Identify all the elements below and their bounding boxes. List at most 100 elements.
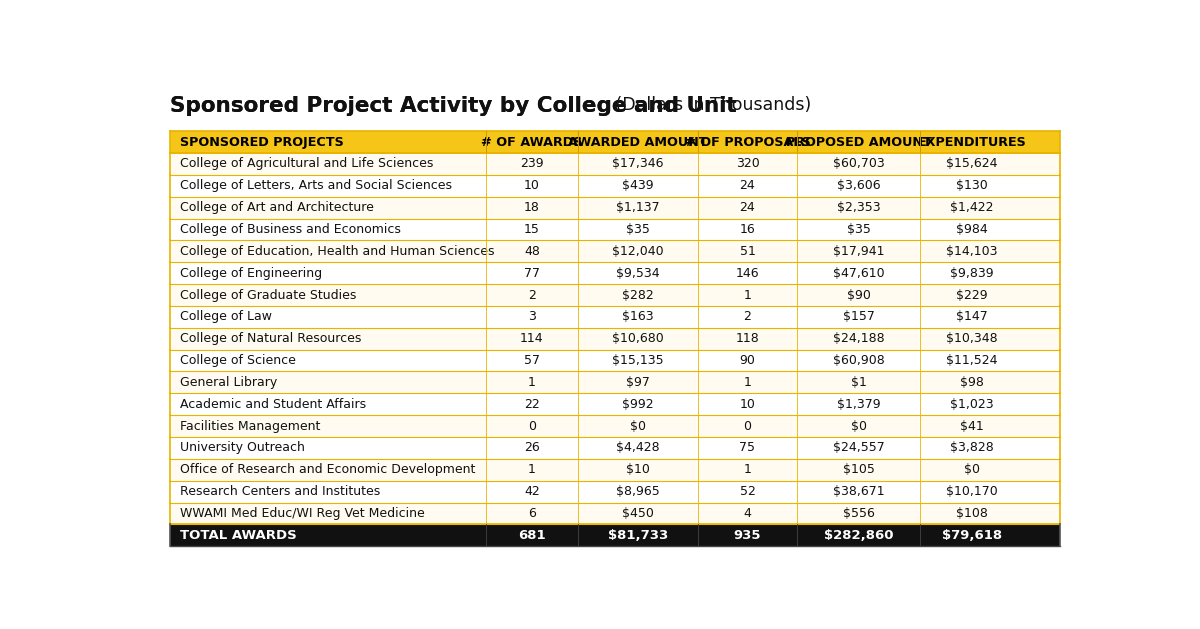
Text: Academic and Student Affairs: Academic and Student Affairs [180, 398, 366, 411]
Text: $97: $97 [625, 376, 649, 389]
Text: $17,346: $17,346 [612, 157, 664, 170]
Bar [170, 328, 1060, 350]
Text: $9,534: $9,534 [616, 267, 660, 280]
Text: 1: 1 [744, 376, 751, 389]
Text: $24,188: $24,188 [833, 332, 884, 345]
Text: $0: $0 [964, 464, 980, 476]
Text: College of Science: College of Science [180, 354, 295, 367]
Bar [170, 481, 1060, 503]
Text: # OF AWARDS: # OF AWARDS [481, 136, 582, 148]
Text: $1: $1 [851, 376, 866, 389]
Text: College of Letters, Arts and Social Sciences: College of Letters, Arts and Social Scie… [180, 179, 451, 192]
Text: 77: 77 [524, 267, 540, 280]
Text: 18: 18 [524, 201, 540, 214]
Text: 16: 16 [739, 223, 755, 236]
Text: WWAMI Med Educ/WI Reg Vet Medicine: WWAMI Med Educ/WI Reg Vet Medicine [180, 507, 425, 520]
Text: 42: 42 [524, 485, 540, 498]
Text: $1,379: $1,379 [836, 398, 881, 411]
Bar [170, 415, 1060, 437]
Text: College of Graduate Studies: College of Graduate Studies [180, 289, 356, 301]
Text: $10,170: $10,170 [946, 485, 998, 498]
Text: $60,703: $60,703 [833, 157, 884, 170]
Bar [170, 525, 1060, 546]
Text: 1: 1 [744, 289, 751, 301]
Text: Sponsored Project Activity by College and Unit: Sponsored Project Activity by College an… [170, 96, 737, 116]
Text: 935: 935 [733, 529, 761, 542]
Text: $35: $35 [847, 223, 870, 236]
Text: $8,965: $8,965 [616, 485, 660, 498]
Text: $10: $10 [625, 464, 649, 476]
Text: $439: $439 [622, 179, 654, 192]
Text: $60,908: $60,908 [833, 354, 884, 367]
Text: AWARDED AMOUNT: AWARDED AMOUNT [568, 136, 708, 148]
Text: 0: 0 [528, 420, 536, 433]
Text: 90: 90 [739, 354, 756, 367]
Text: 146: 146 [736, 267, 760, 280]
Text: $79,618: $79,618 [942, 529, 1002, 542]
Bar [170, 131, 1060, 153]
Text: 10: 10 [524, 179, 540, 192]
Text: $992: $992 [622, 398, 654, 411]
Text: Facilities Management: Facilities Management [180, 420, 320, 433]
Text: Research Centers and Institutes: Research Centers and Institutes [180, 485, 380, 498]
Text: $1,137: $1,137 [616, 201, 660, 214]
Text: $24,557: $24,557 [833, 442, 884, 454]
Bar [170, 153, 1060, 175]
Text: $81,733: $81,733 [607, 529, 667, 542]
Text: $229: $229 [956, 289, 988, 301]
Text: $163: $163 [622, 310, 654, 323]
Bar [170, 437, 1060, 459]
Text: 118: 118 [736, 332, 760, 345]
Text: 24: 24 [739, 179, 755, 192]
Text: College of Law: College of Law [180, 310, 271, 323]
Text: $9,839: $9,839 [950, 267, 994, 280]
Text: 10: 10 [739, 398, 756, 411]
Text: 3: 3 [528, 310, 536, 323]
Bar [170, 372, 1060, 393]
Text: $450: $450 [622, 507, 654, 520]
Text: $984: $984 [956, 223, 988, 236]
Text: 48: 48 [524, 245, 540, 258]
Text: 1: 1 [744, 464, 751, 476]
Text: College of Business and Economics: College of Business and Economics [180, 223, 401, 236]
Text: $15,624: $15,624 [947, 157, 997, 170]
Text: 0: 0 [744, 420, 751, 433]
Text: General Library: General Library [180, 376, 277, 389]
Text: $15,135: $15,135 [612, 354, 664, 367]
Text: $1,422: $1,422 [950, 201, 994, 214]
Text: $17,941: $17,941 [833, 245, 884, 258]
Text: $2,353: $2,353 [836, 201, 881, 214]
Text: $157: $157 [842, 310, 875, 323]
Text: Office of Research and Economic Development: Office of Research and Economic Developm… [180, 464, 475, 476]
Text: $282,860: $282,860 [824, 529, 893, 542]
Text: 22: 22 [524, 398, 540, 411]
Text: University Outreach: University Outreach [180, 442, 305, 454]
Text: College of Art and Architecture: College of Art and Architecture [180, 201, 373, 214]
Text: $282: $282 [622, 289, 654, 301]
Text: 51: 51 [739, 245, 756, 258]
Text: (Dollars in Thousands): (Dollars in Thousands) [610, 96, 811, 114]
Text: $10,680: $10,680 [612, 332, 664, 345]
Text: $14,103: $14,103 [947, 245, 997, 258]
Text: $10,348: $10,348 [946, 332, 997, 345]
Text: College of Engineering: College of Engineering [180, 267, 322, 280]
Bar [170, 350, 1060, 372]
Text: $105: $105 [842, 464, 875, 476]
Text: $1,023: $1,023 [950, 398, 994, 411]
Bar [170, 175, 1060, 197]
Text: $4,428: $4,428 [616, 442, 660, 454]
Text: $98: $98 [960, 376, 984, 389]
Bar [170, 197, 1060, 218]
Text: 75: 75 [739, 442, 756, 454]
Text: College of Education, Health and Human Sciences: College of Education, Health and Human S… [180, 245, 494, 258]
Text: PROPOSED AMOUNT: PROPOSED AMOUNT [786, 136, 931, 148]
Text: $47,610: $47,610 [833, 267, 884, 280]
Text: $3,828: $3,828 [950, 442, 994, 454]
Text: College of Agricultural and Life Sciences: College of Agricultural and Life Science… [180, 157, 433, 170]
Text: 2: 2 [528, 289, 536, 301]
Text: $12,040: $12,040 [612, 245, 664, 258]
Text: 1: 1 [528, 376, 536, 389]
Text: $35: $35 [625, 223, 649, 236]
Bar [170, 240, 1060, 262]
Text: College of Natural Resources: College of Natural Resources [180, 332, 361, 345]
